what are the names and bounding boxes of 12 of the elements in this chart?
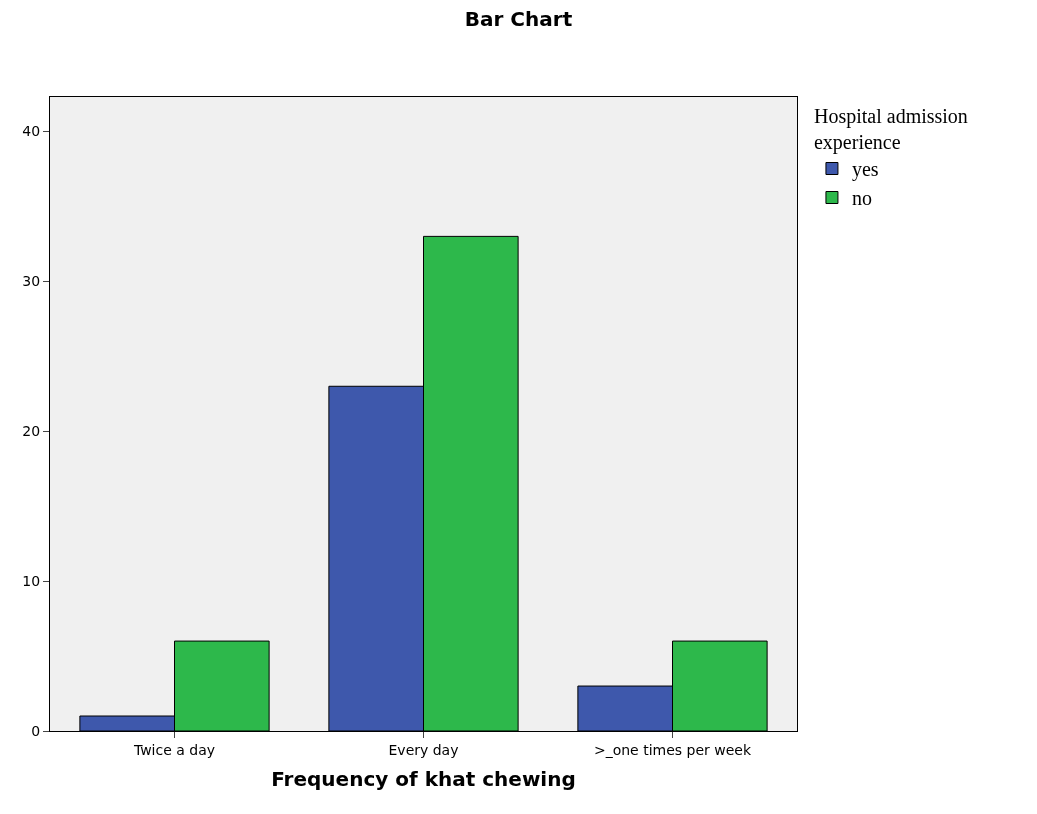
x-tick-label: Twice a day bbox=[132, 741, 216, 758]
y-tick-label: 30 bbox=[22, 273, 41, 290]
chart-title: Bar Chart bbox=[464, 7, 573, 32]
legend-label: yes bbox=[851, 158, 879, 182]
legend-label: no bbox=[851, 187, 872, 210]
y-tick-label: 10 bbox=[22, 573, 41, 590]
y-tick-label: 0 bbox=[31, 722, 41, 739]
x-tick-label: Every day bbox=[388, 741, 459, 758]
x-tick-label: >_one times per week bbox=[593, 741, 752, 758]
x-axis-title: Frequency of khat chewing bbox=[271, 767, 576, 792]
y-tick-label: 40 bbox=[22, 123, 41, 140]
y-tick-label: 20 bbox=[22, 423, 41, 440]
